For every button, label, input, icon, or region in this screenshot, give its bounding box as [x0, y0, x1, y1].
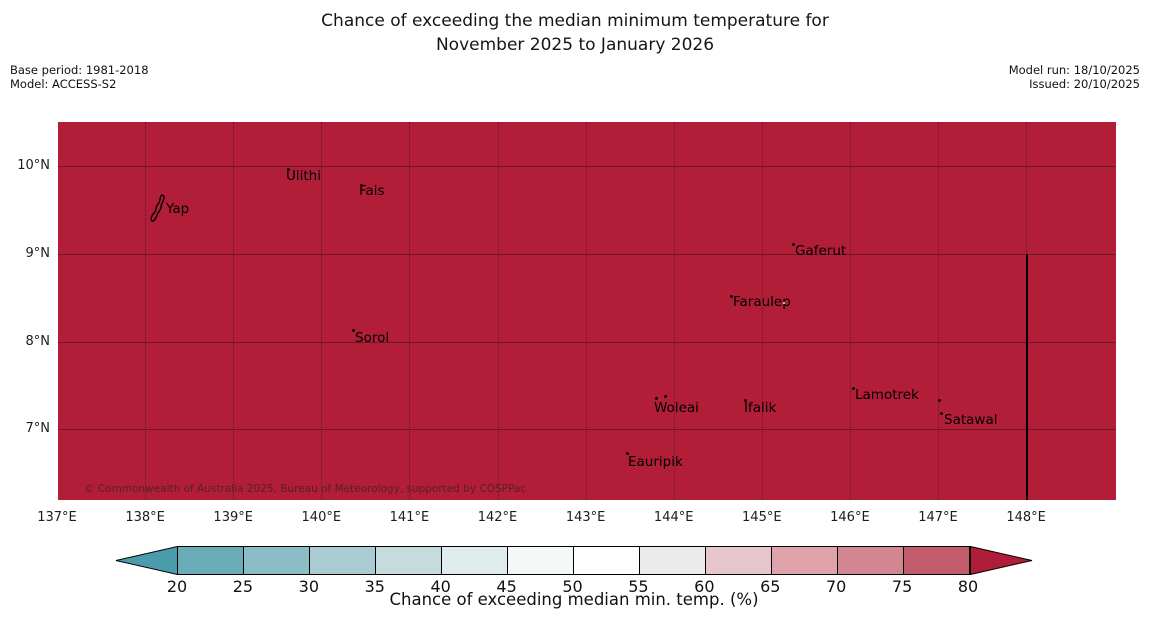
- place-label-lamotrek: Lamotrek: [855, 387, 919, 403]
- page-title: Chance of exceeding the median minimum t…: [0, 9, 1150, 57]
- colorbar-segment: [639, 547, 705, 574]
- lon-tick-label: 141°E: [389, 510, 430, 525]
- colorbar-over-arrow: [970, 546, 1033, 575]
- colorbar-tick-label: 55: [628, 577, 649, 596]
- colorbar-segment: [837, 547, 903, 574]
- colorbar-segment: [573, 547, 639, 574]
- island-marker-dot: [940, 412, 943, 415]
- colorbar-segment: [507, 547, 573, 574]
- place-label-ulithi: Ulithi: [286, 168, 321, 184]
- place-label-yap: Yap: [166, 201, 190, 217]
- lon-tick-label: 144°E: [653, 510, 694, 525]
- place-label-fais: Fais: [359, 183, 385, 199]
- lat-tick-label: 10°N: [17, 158, 50, 173]
- copyright-notice: © Commonwealth of Australia 2025, Bureau…: [84, 483, 527, 495]
- place-label-faraulep: Faraulep: [733, 294, 791, 310]
- colorbar: 20 25 30 35 40 45 50 55 60 65 70 75 80: [115, 546, 1033, 596]
- colorbar-tick-label: 75: [891, 577, 913, 596]
- island-marker-dot: [938, 399, 941, 402]
- lon-tick-label: 146°E: [830, 510, 870, 525]
- longitude-gridline: [761, 122, 763, 500]
- place-label-sorol: Sorol: [355, 330, 390, 346]
- colorbar-tick-label: 45: [496, 577, 517, 596]
- longitude-gridline: [673, 122, 675, 500]
- colorbar-segment: [243, 547, 309, 574]
- colorbar-segment: [771, 547, 837, 574]
- colorbar-tick-label: 80: [957, 577, 979, 596]
- colorbar-segment: [178, 547, 243, 574]
- longitude-gridline: [233, 122, 235, 500]
- latitude-gridline: [58, 341, 1116, 343]
- longitude-gridline: [409, 122, 411, 500]
- island-marker-dot: [352, 329, 355, 332]
- lat-tick-label: 8°N: [25, 333, 51, 349]
- island-marker-dot: [852, 387, 855, 390]
- colorbar-scale: [177, 546, 970, 575]
- yap-island-outline: [150, 194, 165, 222]
- island-marker-dot: [730, 295, 733, 298]
- island-marker-dot: [744, 399, 747, 402]
- place-label-gaferut: Gaferut: [795, 243, 847, 259]
- colorbar-tick-label: 65: [760, 577, 781, 596]
- lon-tick-label: 138°E: [125, 510, 165, 525]
- lon-tick-label: 147°E: [918, 510, 958, 525]
- island-marker-dot: [792, 243, 795, 246]
- island-marker-dot: [360, 184, 363, 187]
- colorbar-tick-label: 35: [364, 577, 385, 596]
- meta-left: Base period: 1981-2018 Model: ACCESS-S2: [10, 63, 149, 91]
- island-marker-dot: [287, 168, 290, 171]
- map-canvas: © Commonwealth of Australia 2025, Bureau…: [58, 122, 1116, 500]
- colorbar-segment: [903, 547, 969, 574]
- lon-tick-label: 142°E: [477, 510, 518, 525]
- colorbar-under-arrow: [115, 546, 178, 575]
- island-marker-dot: [783, 302, 785, 304]
- lon-tick-label: 143°E: [565, 510, 606, 525]
- lon-tick-label: 137°E: [37, 510, 77, 525]
- place-label-satawal: Satawal: [944, 412, 998, 428]
- base-period-text: Base period: 1981-2018: [10, 63, 149, 77]
- lon-tick-label: 140°E: [301, 510, 342, 525]
- meta-right: Model run: 18/10/2025 Issued: 20/10/2025: [1009, 63, 1140, 91]
- colorbar-tick-label: 25: [232, 577, 254, 596]
- model-text: Model: ACCESS-S2: [10, 77, 117, 91]
- colorbar-tick-label: 60: [694, 577, 715, 596]
- colorbar-segment: [309, 547, 375, 574]
- colorbar-segment: [441, 547, 507, 574]
- place-label-ifalik: Ifalik: [744, 400, 777, 416]
- longitude-gridline: [849, 122, 851, 500]
- lat-tick-label: 9°N: [25, 245, 51, 261]
- issued-text: Issued: 20/10/2025: [1029, 77, 1140, 91]
- colorbar-segment: [375, 547, 441, 574]
- colorbar-title: Chance of exceeding median min. temp. (%…: [389, 590, 759, 609]
- title-line-1: Chance of exceeding the median minimum t…: [321, 11, 829, 31]
- island-marker-dot: [655, 397, 658, 400]
- colorbar-ticks: 20 25 30 35 40 45 50 55 60 65 70 75 80: [167, 577, 978, 597]
- place-label-woleai: Woleai: [654, 400, 699, 416]
- island-marker-dot: [664, 395, 667, 398]
- place-label-eauripik: Eauripik: [628, 454, 683, 470]
- latitude-gridline: [58, 429, 1116, 431]
- title-line-2: November 2025 to January 2026: [435, 35, 715, 55]
- model-run-text: Model run: 18/10/2025: [1008, 63, 1140, 77]
- colorbar-tick-label: 20: [166, 577, 188, 596]
- lon-tick-label: 139°E: [213, 510, 253, 525]
- lon-tick-label: 148°E: [1006, 510, 1046, 525]
- lat-tick-label: 7°N: [25, 421, 51, 437]
- lon-tick-label: 145°E: [742, 510, 782, 525]
- island-marker-dot: [626, 452, 629, 455]
- latitude-gridline: [58, 253, 1116, 255]
- colorbar-segment: [705, 547, 771, 574]
- colorbar-tick-label: 40: [430, 577, 451, 596]
- longitude-gridline: [938, 122, 939, 500]
- colorbar-tick-label: 70: [825, 577, 847, 596]
- longitude-gridline: [585, 122, 587, 500]
- longitude-gridline: [497, 122, 499, 500]
- latitude-gridline: [58, 166, 1116, 167]
- boundary-line-148e: [1026, 254, 1028, 500]
- longitude-gridline: [321, 122, 323, 500]
- longitude-gridline: [145, 122, 147, 500]
- colorbar-tick-label: 30: [298, 577, 320, 596]
- colorbar-tick-label: 50: [562, 577, 583, 596]
